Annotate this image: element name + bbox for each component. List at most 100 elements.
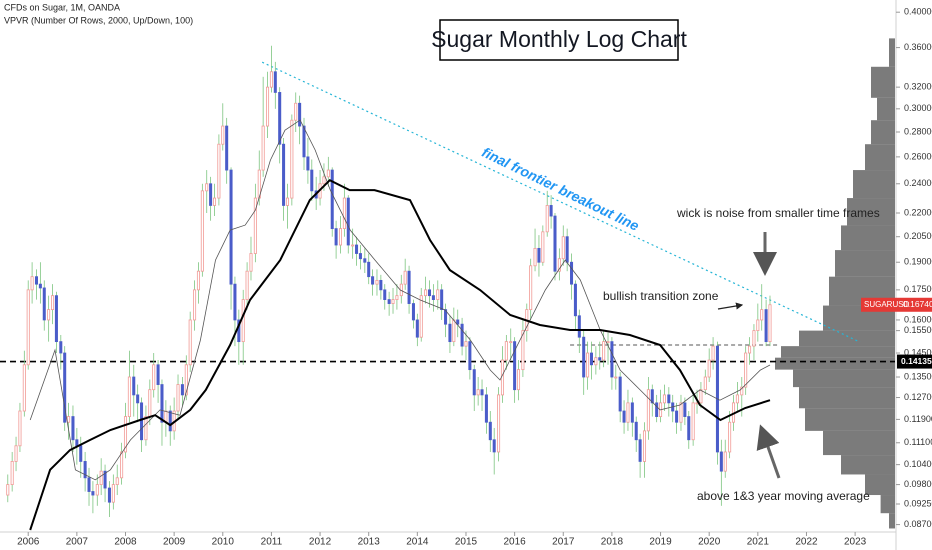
candle-body [492, 439, 496, 453]
candle-body [728, 421, 732, 453]
candle-body [294, 102, 298, 121]
candle-body [711, 345, 715, 361]
candle-body [266, 86, 270, 127]
candle-body [261, 125, 265, 171]
candle-body [488, 421, 492, 441]
candle-body [140, 402, 144, 441]
x-tick-label: 2020 [698, 537, 721, 548]
candle-body [229, 169, 233, 285]
candle-body [634, 421, 638, 441]
candle-body [144, 416, 148, 441]
candle-body [513, 341, 517, 391]
candle-body [545, 205, 549, 233]
candle-body [379, 279, 383, 291]
candle-body [646, 389, 650, 432]
candle-body [103, 470, 107, 489]
candle-body [395, 295, 399, 300]
candle-body [34, 276, 38, 285]
candle-body [87, 477, 91, 492]
arrow [717, 302, 744, 310]
candle-body [83, 461, 87, 479]
candle-body [30, 276, 34, 291]
hline-label: 0.14135 [901, 356, 932, 366]
candle-body [63, 352, 67, 423]
candle-body [497, 394, 501, 453]
candle-body [18, 410, 22, 447]
x-tick-label: 2013 [358, 537, 381, 548]
candle-body [26, 289, 30, 366]
candle-body [67, 416, 71, 423]
annotation: bullish transition zone [603, 289, 719, 303]
candle-body [330, 169, 334, 230]
candle-body [748, 345, 752, 354]
candle-body [582, 336, 586, 378]
candle-body [196, 270, 200, 291]
candle-body [707, 359, 711, 378]
candle-body [152, 364, 156, 391]
x-tick-label: 2011 [261, 537, 283, 548]
candle-body [338, 228, 343, 246]
candle-body [358, 253, 362, 260]
volume-bar [871, 66, 895, 98]
candle-body [586, 352, 590, 378]
candle-body [269, 71, 273, 88]
header-symbol: CFDs on Sugar, 1M, OANDA [4, 2, 120, 12]
candle-body [573, 283, 577, 317]
candle-body [719, 451, 723, 472]
last-price-tag [861, 297, 932, 312]
candle-body [342, 197, 346, 230]
candle-body [136, 394, 140, 404]
candle-body [95, 484, 99, 496]
candle-body [699, 389, 703, 404]
candle-body [642, 430, 647, 462]
candle-body [91, 491, 95, 496]
candle-body [127, 376, 131, 417]
volume-bar [805, 408, 895, 431]
candle-body [504, 341, 508, 361]
candle-body [168, 410, 172, 432]
candle-body [249, 253, 253, 272]
x-tick-label: 2006 [17, 537, 40, 548]
y-tick-label: 0.08700 [904, 519, 932, 529]
candle-body [517, 369, 521, 391]
candle-body [245, 270, 249, 300]
candle-body [6, 484, 10, 496]
candle-body [391, 299, 395, 304]
moving-average [29, 119, 771, 481]
candle-body [570, 261, 574, 285]
volume-bar [847, 198, 895, 226]
candle-body [115, 477, 119, 485]
x-tick-label: 2021 [747, 537, 770, 548]
candle-body [768, 304, 772, 343]
candle-body [662, 394, 666, 404]
candle-body [285, 197, 289, 206]
candle-body [212, 197, 217, 206]
candle-body [650, 389, 654, 404]
candle-body [703, 376, 707, 391]
candle-body [452, 319, 456, 343]
candle-body [298, 102, 302, 127]
candle-body [626, 402, 630, 423]
candle-body [355, 244, 359, 254]
candle-body [691, 402, 695, 441]
candle-body [278, 92, 282, 145]
x-tick-label: 2007 [66, 537, 89, 548]
candle-body [509, 341, 513, 344]
candle-body [180, 384, 184, 396]
candle-body [99, 470, 103, 485]
candle-body [383, 289, 387, 300]
candle-body [351, 244, 355, 247]
x-tick-label: 2019 [649, 537, 672, 548]
x-tick-label: 2008 [114, 537, 137, 548]
